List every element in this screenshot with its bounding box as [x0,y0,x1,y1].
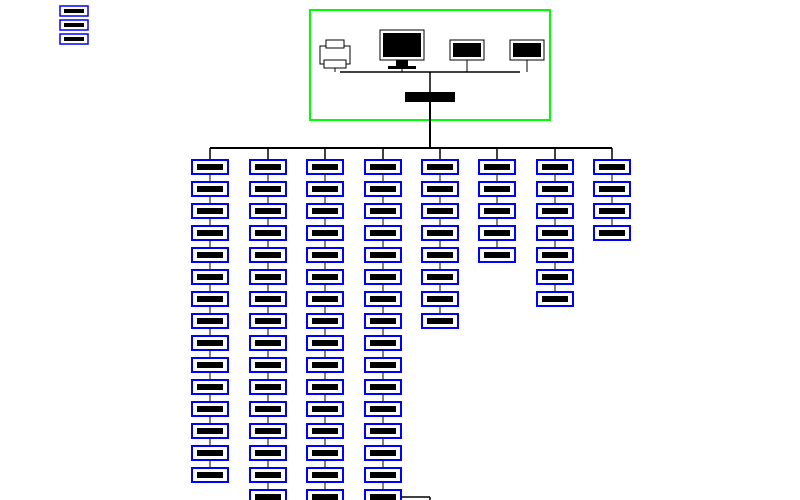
switch-icon [405,92,455,102]
network-topology-diagram [0,0,800,500]
